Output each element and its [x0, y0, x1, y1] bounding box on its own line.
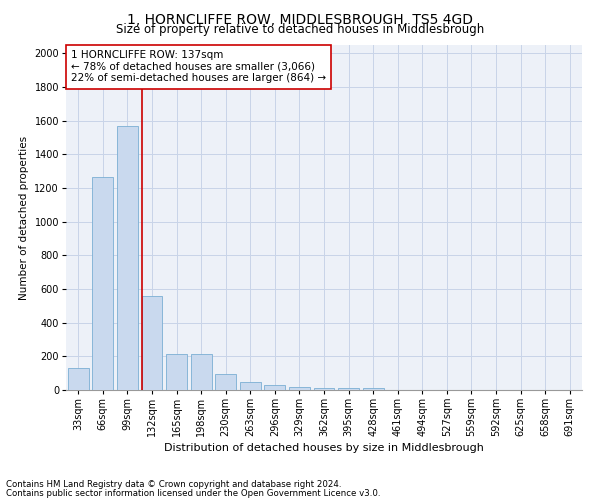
Text: 1 HORNCLIFFE ROW: 137sqm
← 78% of detached houses are smaller (3,066)
22% of sem: 1 HORNCLIFFE ROW: 137sqm ← 78% of detach…	[71, 50, 326, 84]
Bar	[215, 374, 236, 390]
Bar	[191, 354, 212, 390]
Bar	[142, 296, 163, 390]
Text: 1, HORNCLIFFE ROW, MIDDLESBROUGH, TS5 4GD: 1, HORNCLIFFE ROW, MIDDLESBROUGH, TS5 4G…	[127, 12, 473, 26]
Bar	[92, 177, 113, 390]
Bar	[289, 386, 310, 390]
Bar	[117, 126, 138, 390]
Bar	[362, 388, 383, 390]
Bar	[240, 382, 261, 390]
Bar	[265, 386, 286, 390]
X-axis label: Distribution of detached houses by size in Middlesbrough: Distribution of detached houses by size …	[164, 444, 484, 454]
Bar	[338, 388, 359, 390]
Text: Size of property relative to detached houses in Middlesbrough: Size of property relative to detached ho…	[116, 22, 484, 36]
Text: Contains public sector information licensed under the Open Government Licence v3: Contains public sector information licen…	[6, 488, 380, 498]
Text: Contains HM Land Registry data © Crown copyright and database right 2024.: Contains HM Land Registry data © Crown c…	[6, 480, 341, 489]
Bar	[166, 354, 187, 390]
Bar	[68, 368, 89, 390]
Bar	[314, 388, 334, 390]
Y-axis label: Number of detached properties: Number of detached properties	[19, 136, 29, 300]
